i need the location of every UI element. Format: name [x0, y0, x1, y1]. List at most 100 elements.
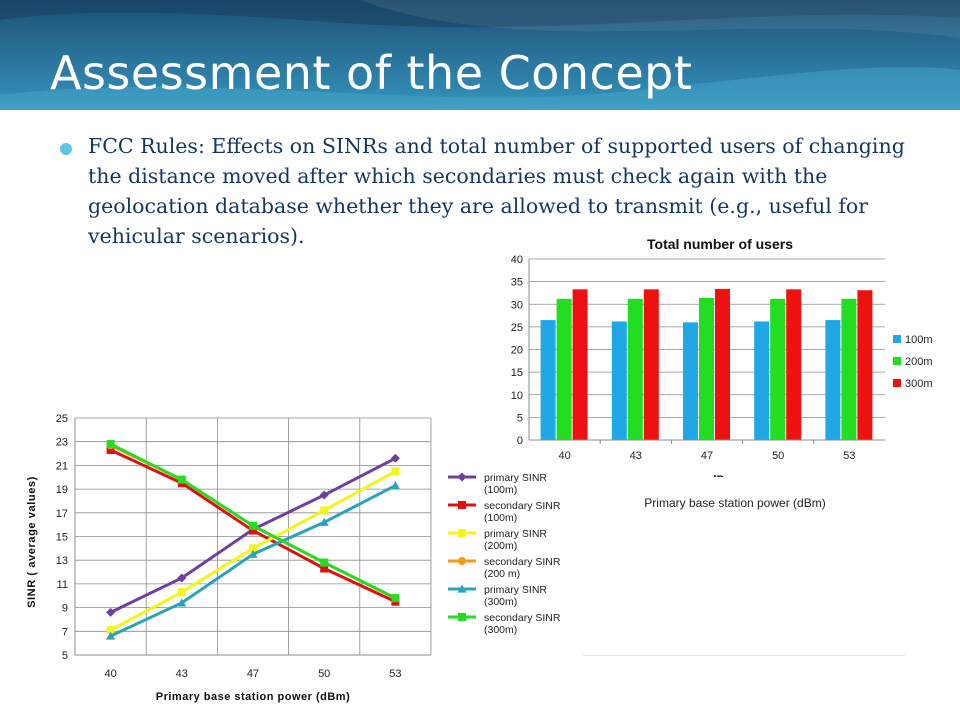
line-legend-marker — [457, 584, 467, 593]
bar-y-tick-label: 10 — [511, 390, 523, 402]
line-legend-label: primary SINR (300m) — [484, 584, 547, 608]
line-legend-label: secondary SINR (100m) — [484, 500, 561, 524]
bar-chart: 0 5 10 15 20 25 30 35 40 40 43 47 50 53 Total number … — [511, 236, 933, 477]
line-point-0-40 — [106, 607, 116, 617]
line-point-0-43 — [177, 573, 187, 583]
line-series-4 — [109, 484, 397, 638]
line-point-1-40 — [106, 445, 115, 454]
line-point-4-40 — [106, 631, 116, 640]
bar-x-tick-label: 43 — [630, 450, 642, 462]
bar-chart-subtitle: Primary base station power (dBm) — [644, 496, 826, 510]
bar-x-tick-label: 53 — [843, 450, 855, 462]
bar-chart-x-axis-label: dBm — [710, 474, 735, 477]
line-point-1-50 — [320, 564, 329, 573]
line-y-tick-label: 9 — [62, 603, 68, 615]
line-legend-marker — [458, 613, 466, 621]
line-point-5-53 — [391, 594, 400, 603]
line-x-tick-label: 40 — [104, 668, 116, 680]
slide-title: Assessment of the Concept — [50, 46, 693, 100]
line-point-5-40 — [106, 440, 115, 449]
line-legend-label: primary SINR (100m) — [484, 472, 547, 496]
bar-100m-50 — [754, 321, 770, 440]
bar-300m-43 — [643, 289, 659, 440]
line-point-2-40 — [106, 626, 115, 635]
bar-legend-label: 100m — [905, 334, 933, 346]
bar-chart-bars — [540, 288, 873, 440]
bar-chart-title: Total number of users — [647, 236, 793, 252]
line-x-tick-label: 43 — [176, 668, 188, 680]
line-point-2-50 — [320, 506, 329, 515]
bar-100m-40 — [540, 320, 556, 440]
bar-300m-47 — [715, 288, 730, 440]
line-legend-marker — [458, 557, 466, 565]
bar-legend-label: 200m — [905, 356, 933, 368]
line-y-tick-label: 13 — [56, 555, 68, 567]
line-point-1-47 — [249, 526, 257, 535]
header-wave-decoration — [0, 0, 960, 110]
bar-100m-53 — [825, 320, 841, 440]
line-y-tick-label: 21 — [56, 460, 68, 472]
bar-y-tick-label: 40 — [511, 254, 523, 266]
bar-legend-swatch — [893, 379, 901, 387]
line-legend-label: secondary SINR (200 m) — [484, 556, 561, 580]
line-y-tick-label: 19 — [56, 484, 68, 496]
line-point-5-47 — [249, 521, 257, 530]
bar-y-tick-label: 35 — [511, 277, 523, 289]
bar-200m-43 — [627, 298, 643, 440]
line-chart-x-axis-label: Primary base station power (dBm) — [156, 691, 351, 703]
bar-y-tick-label: 25 — [511, 322, 523, 334]
line-y-tick-label: 5 — [62, 650, 68, 662]
bullet-text: FCC Rules: Effects on SINRs and total nu… — [88, 134, 905, 248]
bar-200m-50 — [770, 298, 786, 440]
line-x-tick-label: 47 — [247, 668, 259, 680]
line-series-0 — [109, 456, 397, 614]
line-legend-label: primary SINR (200m) — [484, 528, 547, 552]
bar-y-tick-label: 5 — [517, 412, 523, 424]
bar-100m-47 — [683, 322, 698, 440]
divider-line — [583, 655, 905, 656]
bar-x-tick-label: 40 — [558, 450, 570, 462]
line-y-tick-label: 11 — [57, 579, 68, 591]
line-chart-y-axis-label: SINR ( average values) — [26, 476, 38, 608]
line-chart-axes: 5 7 9 11 13 15 17 19 21 23 25 40 43 47 50 53 — [56, 413, 431, 680]
bar-300m-50 — [786, 289, 802, 440]
line-chart-legend: primary SINR (100m) secondary SINR (100m) pr… — [448, 472, 561, 636]
bar-legend-label: 300m — [905, 378, 933, 390]
line-point-2-53 — [391, 467, 400, 476]
line-y-tick-label: 15 — [56, 532, 68, 544]
bar-y-tick-label: 20 — [511, 345, 523, 357]
line-point-4-43 — [177, 598, 187, 607]
bar-y-tick-label: 30 — [511, 299, 523, 311]
bar-legend-swatch — [893, 357, 901, 365]
bar-legend-swatch — [893, 335, 901, 343]
bar-200m-47 — [699, 297, 714, 440]
bar-y-tick-label: 15 — [511, 367, 523, 379]
line-y-tick-label: 17 — [56, 508, 68, 520]
bar-x-tick-label: 47 — [701, 450, 713, 462]
line-point-0-50 — [319, 490, 329, 500]
bar-chart-axes: 0 5 10 15 20 25 30 35 40 40 43 47 50 53 — [511, 254, 885, 462]
bar-200m-53 — [841, 298, 857, 440]
line-point-0-53 — [390, 453, 400, 463]
bar-200m-40 — [556, 298, 572, 440]
bar-chart-legend: 100m 200m 300m — [893, 334, 933, 390]
line-legend-marker — [458, 501, 466, 509]
line-point-2-43 — [177, 588, 186, 597]
line-point-4-47 — [248, 549, 258, 558]
line-legend-marker — [457, 472, 467, 482]
line-point-4-53 — [390, 481, 400, 490]
line-point-2-47 — [249, 544, 257, 553]
bar-100m-43 — [611, 321, 627, 440]
line-y-tick-label: 7 — [62, 626, 68, 638]
line-chart-series — [106, 440, 400, 640]
line-x-tick-label: 53 — [389, 668, 401, 680]
line-x-tick-label: 50 — [318, 668, 330, 680]
bar-y-tick-label: 0 — [517, 435, 523, 447]
line-y-tick-label: 25 — [56, 413, 68, 425]
bar-x-tick-label: 50 — [772, 450, 784, 462]
line-point-4-50 — [319, 517, 329, 526]
bullet-dot — [60, 143, 72, 155]
line-legend-marker — [458, 529, 466, 537]
line-y-tick-label: 23 — [56, 437, 68, 449]
